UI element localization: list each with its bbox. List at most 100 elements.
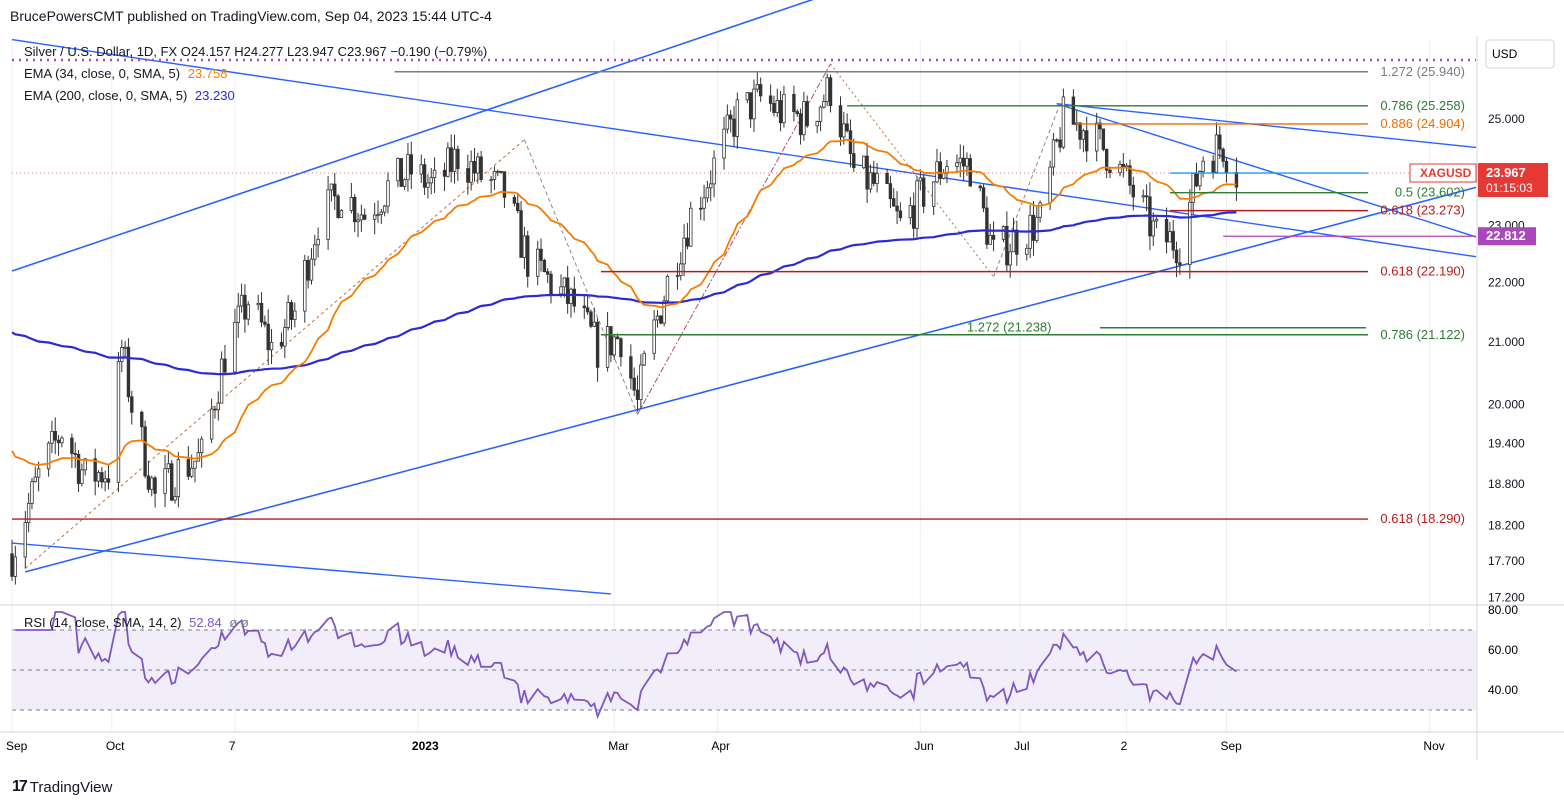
candle-body	[83, 458, 87, 471]
candle-body	[492, 171, 497, 180]
candle-body	[216, 402, 220, 411]
candle-body	[985, 207, 989, 245]
candle-body	[256, 302, 260, 306]
candle-body	[1078, 122, 1082, 140]
candle-body	[116, 361, 121, 483]
legend-ema34: EMA (34, close, 0, SMA, 5) 23.758	[24, 66, 227, 81]
candle-body	[339, 210, 344, 218]
candle-body	[432, 169, 437, 179]
candle-body	[303, 259, 307, 312]
x-tick-label: Jun	[914, 739, 933, 753]
candle-body	[1141, 195, 1145, 198]
candle-body	[918, 177, 923, 182]
candle-body	[1058, 139, 1062, 148]
candle-body	[1224, 160, 1229, 173]
y-tick-label: 21.000	[1488, 335, 1525, 349]
fib-label: 0.786 (21.122)	[1380, 327, 1465, 342]
candle-body	[615, 336, 620, 340]
candle-body	[96, 472, 101, 482]
candle-body	[36, 468, 41, 478]
legend-rsi-extra: ø ø	[229, 615, 249, 630]
candle-body	[988, 234, 992, 245]
candle-body	[233, 322, 237, 373]
dashed-measure-2	[523, 139, 638, 415]
candle-body	[163, 468, 167, 494]
y-tick-label: 22.000	[1488, 276, 1525, 290]
candle-body	[782, 94, 786, 124]
tradingview-logo[interactable]: 17 TradingView	[12, 778, 112, 796]
candle-body	[665, 275, 670, 302]
candle-body	[452, 148, 457, 172]
candle-body	[502, 171, 507, 198]
candle-body	[176, 459, 181, 498]
candle-body	[702, 197, 706, 209]
ema34-line	[11, 138, 1237, 466]
candle-body	[120, 347, 124, 362]
candle-body	[246, 304, 250, 320]
candle-body	[263, 321, 267, 325]
candle-body	[30, 481, 34, 504]
rsi-tick-label: 40.00	[1488, 683, 1518, 697]
candle-body	[239, 294, 244, 307]
candle-body	[848, 130, 853, 154]
legend-ema200-value: 23.230	[194, 88, 235, 103]
candle-body	[402, 179, 407, 187]
legend-symbol-text: Silver / U.S. Dollar, 1D, FX O24.157 H24…	[24, 44, 488, 59]
candle-body	[526, 235, 530, 277]
candle-body	[449, 147, 453, 172]
rsi-tick-label: 60.00	[1488, 643, 1518, 657]
candle-body	[1198, 170, 1202, 187]
candle-body	[961, 157, 966, 167]
candle-body	[356, 219, 360, 223]
y-tick-label: 18.200	[1488, 518, 1525, 532]
candle-body	[1055, 139, 1059, 142]
candle-body	[476, 156, 480, 174]
candle-body	[828, 77, 833, 107]
candle-body	[512, 196, 517, 204]
y-tick-label: 17.700	[1488, 554, 1525, 568]
candle-body	[748, 92, 753, 120]
candle-body	[822, 101, 826, 108]
candle-body	[755, 84, 760, 90]
x-tick-label: Oct	[106, 739, 125, 753]
candle-body	[582, 305, 586, 309]
tradingview-logo-icon: 17	[12, 778, 28, 795]
candle-body	[572, 288, 577, 307]
fib-label: 0.618 (22.190)	[1380, 264, 1465, 279]
candle-body	[33, 476, 37, 483]
candle-body	[585, 307, 590, 313]
candle-body	[269, 341, 274, 351]
candle-body	[386, 180, 390, 207]
candle-body	[915, 180, 919, 229]
candle-body	[372, 214, 377, 220]
candle-body	[852, 153, 856, 169]
candle-body	[1131, 184, 1135, 198]
candle-body	[545, 271, 550, 275]
candle-body	[289, 302, 294, 320]
candle-body	[103, 478, 107, 483]
candle-body	[186, 459, 191, 477]
candle-body	[845, 123, 849, 132]
candle-body	[479, 156, 483, 180]
candle-body	[80, 469, 84, 484]
lower-descending-line	[11, 542, 611, 595]
candle-body	[652, 319, 656, 354]
candle-body	[1051, 139, 1056, 168]
candle-body	[965, 158, 969, 167]
candle-body	[170, 463, 174, 501]
fib-label: 0.618 (18.290)	[1380, 511, 1465, 526]
last-price-tag: 23.967	[1486, 165, 1526, 180]
x-tick-label: 2	[1121, 739, 1128, 753]
candle-body	[286, 302, 290, 328]
candle-body	[336, 195, 340, 218]
candle-body	[293, 310, 297, 320]
candle-body	[140, 411, 144, 428]
x-tick-label: Jul	[1014, 739, 1029, 753]
candle-body	[1038, 202, 1042, 218]
candle-body	[825, 77, 829, 102]
candle-body	[689, 207, 693, 247]
candle-body	[56, 439, 61, 444]
candle-body	[1221, 148, 1225, 162]
candle-body	[379, 211, 384, 216]
